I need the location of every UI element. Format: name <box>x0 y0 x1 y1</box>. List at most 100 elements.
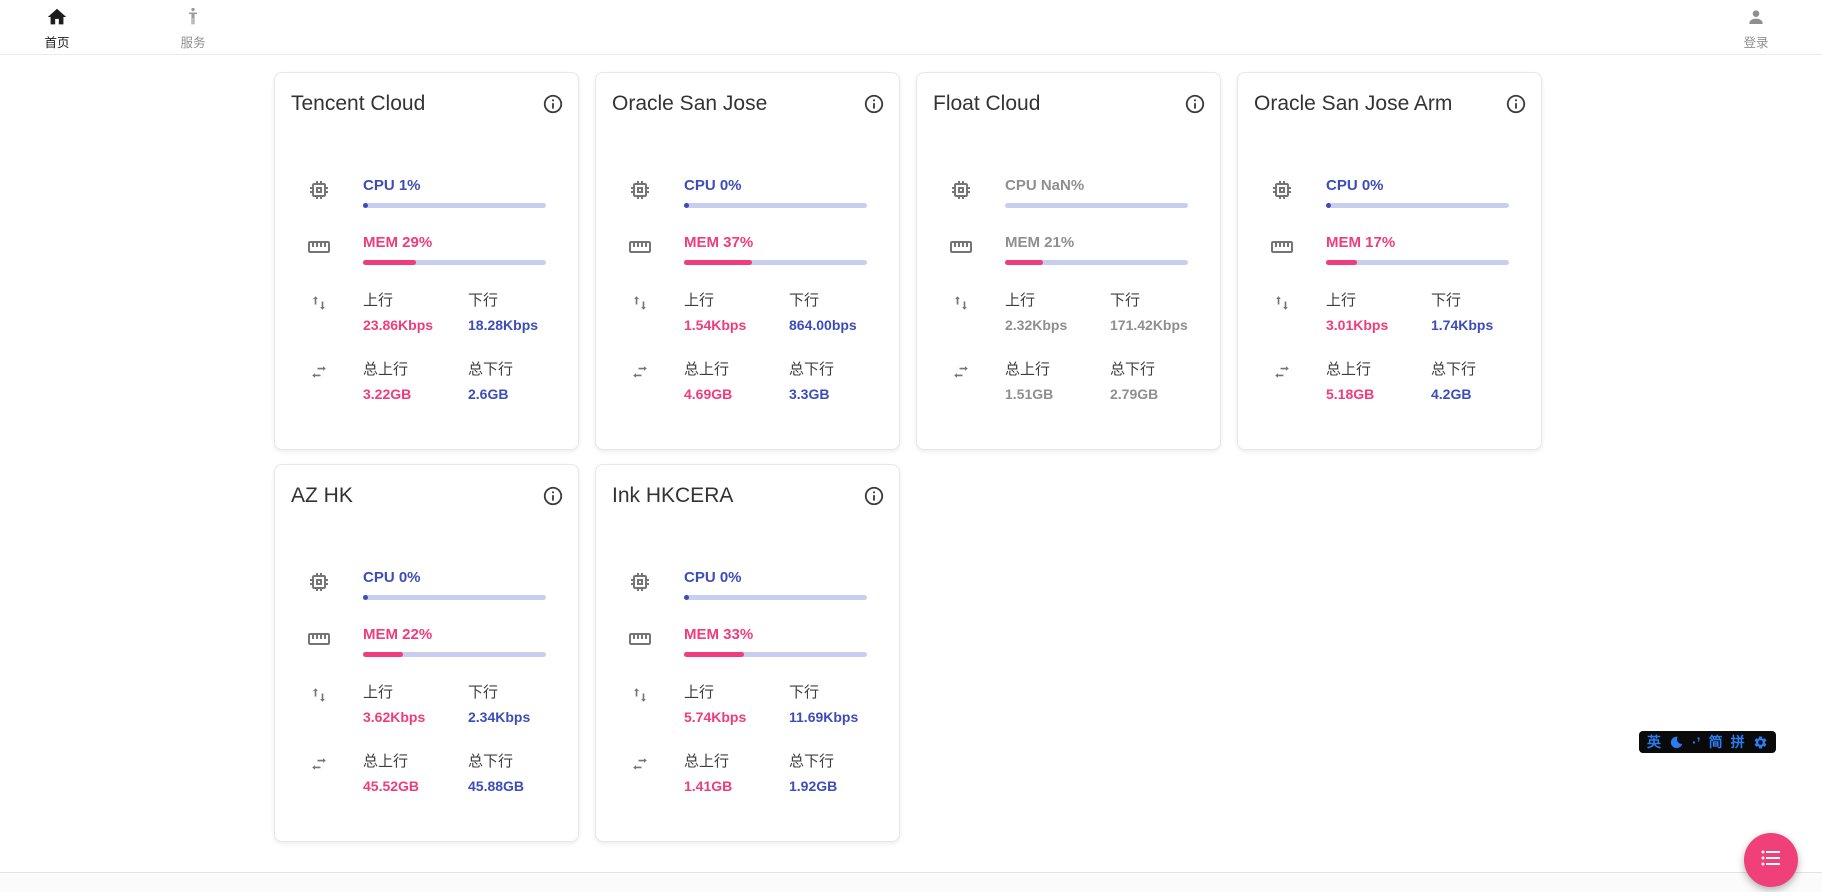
left-right-arrows-icon <box>275 752 363 775</box>
speed-row: 上行 5.74Kbps 下行 11.69Kbps <box>596 683 899 726</box>
upload-value: 1.54Kbps <box>684 317 747 333</box>
mem-progress-bar <box>1326 260 1509 265</box>
total-download-value: 4.2GB <box>1431 386 1472 402</box>
cpu-row: CPU 0% <box>1238 177 1541 208</box>
total-download-value: 2.6GB <box>468 386 509 402</box>
total-download-col: 总下行 1.92GB <box>789 752 837 795</box>
mem-usage-label: MEM 33% <box>684 626 754 643</box>
total-upload-value: 5.18GB <box>1326 386 1375 402</box>
server-name: Oracle San Jose Arm <box>1254 92 1453 115</box>
server-card: Oracle San Jose CPU 0% <box>595 72 900 450</box>
mem-usage-label: MEM 37% <box>684 234 754 251</box>
cpu-progress-fill <box>684 595 689 600</box>
ime-simplified-indicator[interactable]: 简 <box>1708 734 1723 750</box>
mem-usage-label: MEM 21% <box>1005 234 1075 251</box>
nav-item-services[interactable]: 服务 <box>165 0 221 51</box>
server-name: AZ HK <box>291 484 353 507</box>
ruler-icon <box>275 234 363 259</box>
server-name: Float Cloud <box>933 92 1041 115</box>
upload-col: 上行 23.86Kbps <box>363 291 468 334</box>
card-header: Oracle San Jose Arm <box>1238 73 1541 117</box>
upload-col: 上行 5.74Kbps <box>684 683 789 726</box>
server-card: Ink HKCERA CPU 0% <box>595 464 900 842</box>
speed-row: 上行 3.01Kbps 下行 1.74Kbps <box>1238 291 1541 334</box>
total-download-label: 总下行 <box>468 361 514 378</box>
mem-progress-bar <box>363 260 546 265</box>
download-col: 下行 1.74Kbps <box>1431 291 1493 334</box>
upload-label: 上行 <box>1005 292 1036 309</box>
mem-progress-fill <box>684 260 752 265</box>
upload-col: 上行 3.01Kbps <box>1326 291 1431 334</box>
gear-icon[interactable] <box>1753 735 1768 750</box>
server-list-fab[interactable] <box>1744 833 1798 887</box>
total-upload-label: 总上行 <box>363 361 409 378</box>
totals-row: 总上行 1.51GB 总下行 2.79GB <box>917 360 1220 403</box>
card-stats: CPU 0% MEM 22% <box>275 569 578 795</box>
cpu-row: CPU 1% <box>275 177 578 208</box>
nav-login-label: 登录 <box>1743 36 1769 50</box>
total-upload-col: 总上行 5.18GB <box>1326 360 1431 403</box>
mem-row: MEM 17% <box>1238 234 1541 265</box>
download-col: 下行 11.69Kbps <box>789 683 858 726</box>
upload-value: 3.01Kbps <box>1326 317 1389 333</box>
card-header: Float Cloud <box>917 73 1220 117</box>
server-grid: Tencent Cloud CPU 1% <box>274 72 1556 842</box>
ruler-icon <box>917 234 1005 259</box>
cpu-usage-label: CPU 0% <box>363 569 421 586</box>
info-icon[interactable] <box>542 483 564 507</box>
ime-english-indicator[interactable]: 英 <box>1647 734 1661 750</box>
info-icon[interactable] <box>542 91 564 115</box>
total-upload-value: 1.41GB <box>684 778 733 794</box>
cpu-progress-bar <box>1326 203 1509 208</box>
up-down-arrows-icon <box>275 291 363 314</box>
cpu-usage-label: CPU 1% <box>363 177 421 194</box>
cpu-chip-icon <box>596 177 684 202</box>
cpu-progress-fill <box>363 203 368 208</box>
server-card: Tencent Cloud CPU 1% <box>274 72 579 450</box>
speed-row: 上行 2.32Kbps 下行 171.42Kbps <box>917 291 1220 334</box>
home-icon <box>46 6 68 33</box>
nav-home-label: 首页 <box>44 36 70 50</box>
info-icon[interactable] <box>1505 91 1527 115</box>
cpu-progress-bar <box>1005 203 1188 208</box>
person-standing-icon <box>182 6 204 33</box>
nav-item-login[interactable]: 登录 <box>1728 0 1784 51</box>
total-download-label: 总下行 <box>468 753 514 770</box>
cpu-progress-bar <box>684 595 867 600</box>
ime-toolbar: 英 ·’ 简 拼 <box>1639 731 1776 753</box>
info-icon[interactable] <box>1184 91 1206 115</box>
download-value: 1.74Kbps <box>1431 317 1494 333</box>
download-label: 下行 <box>789 684 820 701</box>
upload-col: 上行 2.32Kbps <box>1005 291 1110 334</box>
total-download-col: 总下行 4.2GB <box>1431 360 1476 403</box>
card-header: Tencent Cloud <box>275 73 578 117</box>
nav-item-home[interactable]: 首页 <box>29 0 85 51</box>
card-header: AZ HK <box>275 465 578 509</box>
footer-strip <box>0 872 1822 892</box>
upload-label: 上行 <box>363 292 394 309</box>
totals-row: 总上行 45.52GB 总下行 45.88GB <box>275 752 578 795</box>
moon-icon[interactable] <box>1669 735 1684 750</box>
upload-label: 上行 <box>684 684 715 701</box>
card-stats: CPU 0% MEM 17% <box>1238 177 1541 403</box>
ime-punctuation-indicator[interactable]: ·’ <box>1692 734 1701 750</box>
top-navbar: 首页 服务 登录 <box>0 0 1822 55</box>
totals-row: 总上行 3.22GB 总下行 2.6GB <box>275 360 578 403</box>
mem-progress-fill <box>684 652 745 657</box>
card-stats: CPU 0% MEM 33% <box>596 569 899 795</box>
card-stats: CPU 1% MEM 29% <box>275 177 578 403</box>
cpu-progress-bar <box>684 203 867 208</box>
totals-row: 总上行 1.41GB 总下行 1.92GB <box>596 752 899 795</box>
info-icon[interactable] <box>863 483 885 507</box>
card-stats: CPU NaN% MEM 21% <box>917 177 1220 403</box>
total-upload-col: 总上行 4.69GB <box>684 360 789 403</box>
ime-pinyin-indicator[interactable]: 拼 <box>1730 734 1745 750</box>
left-right-arrows-icon <box>1238 360 1326 383</box>
total-upload-col: 总上行 45.52GB <box>363 752 468 795</box>
total-upload-value: 3.22GB <box>363 386 412 402</box>
info-icon[interactable] <box>863 91 885 115</box>
total-download-value: 45.88GB <box>468 778 525 794</box>
total-download-col: 总下行 2.79GB <box>1110 360 1158 403</box>
ruler-icon <box>596 234 684 259</box>
total-upload-value: 4.69GB <box>684 386 733 402</box>
